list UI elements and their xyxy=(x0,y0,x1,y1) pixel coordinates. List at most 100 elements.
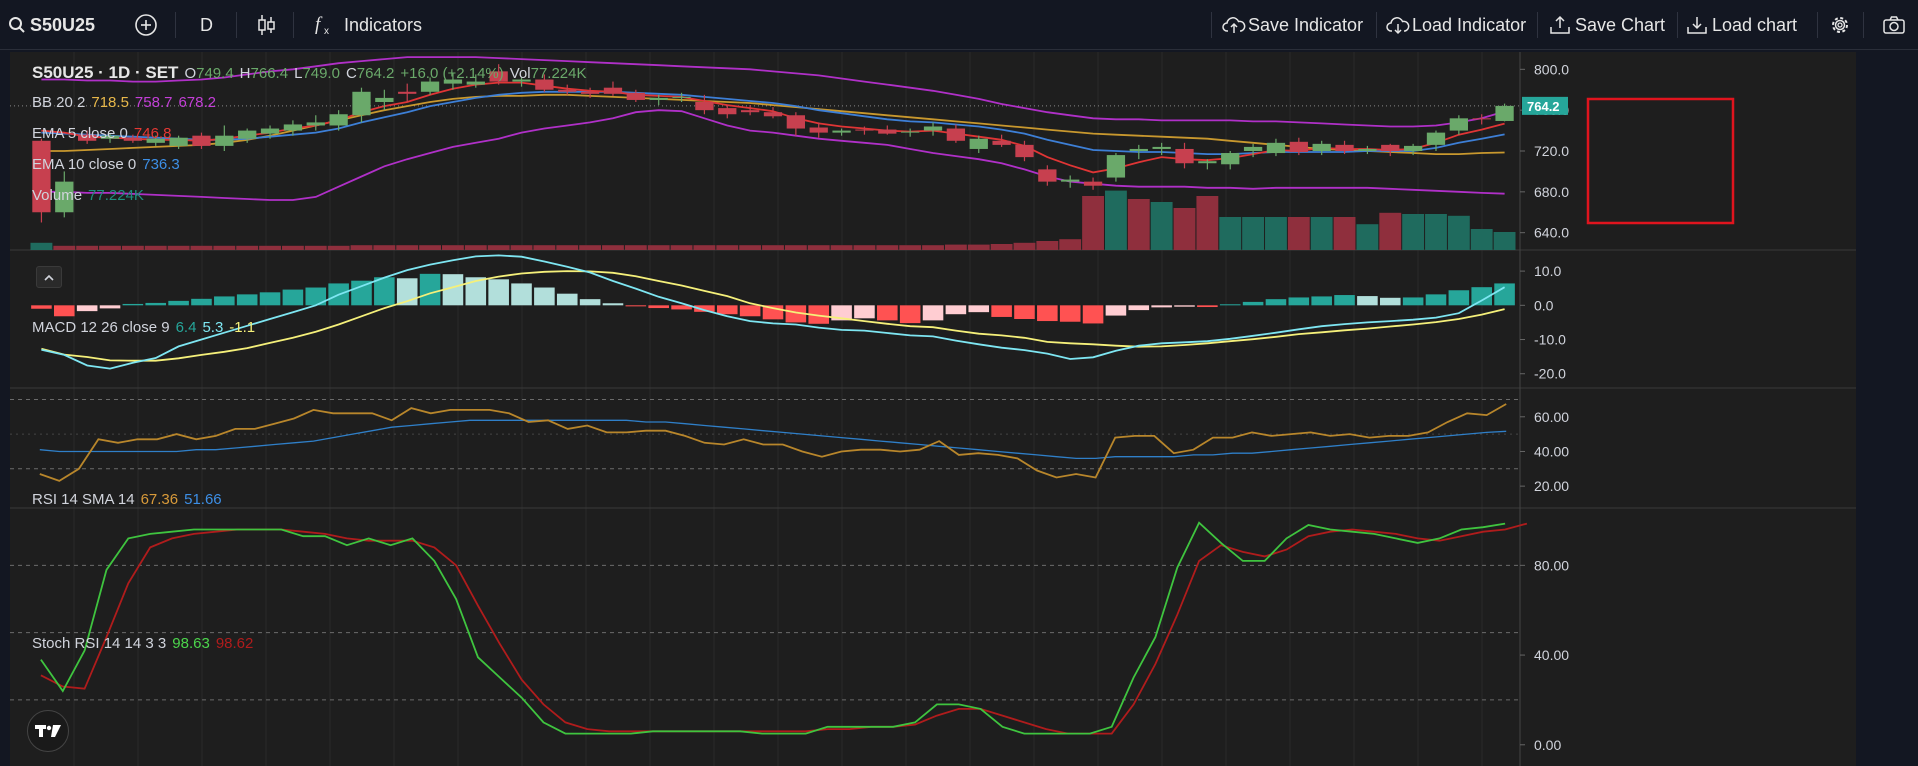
macd-histogram-bar xyxy=(831,305,852,321)
volume-bar xyxy=(967,244,990,250)
bb-basis-value: 718.5 xyxy=(91,94,129,111)
volume-bar xyxy=(1493,232,1516,250)
price-axis-tick-label: 680.0 xyxy=(1534,184,1569,200)
rsi-sma-line xyxy=(39,419,1507,460)
macd-histogram-bar xyxy=(625,305,647,307)
load-chart-icon xyxy=(1687,17,1707,34)
legend-macd[interactable]: MACD 12 26 close 9 6.4 5.3 -1.1 xyxy=(32,319,255,336)
candle-body xyxy=(1335,144,1354,151)
macd-axis-tick-label: -20.0 xyxy=(1534,366,1566,382)
legend-rsi[interactable]: RSI 14 SMA 14 67.36 51.66 xyxy=(32,491,222,508)
stoch-axis-tick-label: 40.00 xyxy=(1534,647,1569,663)
compare-button[interactable] xyxy=(134,0,158,50)
macd-histogram-bar xyxy=(305,287,327,306)
high-label: H xyxy=(239,65,251,82)
volume-bar xyxy=(693,245,716,250)
grid-lines xyxy=(10,52,1856,766)
symbol-label: S50U25 xyxy=(30,14,96,35)
bb-basis-line xyxy=(41,93,1505,155)
legend-ema5[interactable]: EMA 5 close 0 746.8 xyxy=(32,125,171,142)
candle-body xyxy=(763,112,783,117)
candle-body xyxy=(901,131,920,133)
volume-bar xyxy=(1196,196,1219,250)
chart-area[interactable]: 800.0760.0720.0680.0640.0764.210.00.0-10… xyxy=(10,52,1856,766)
macd-histogram-bar xyxy=(922,305,944,321)
candle-body xyxy=(649,97,668,100)
bb-name: BB 20 2 xyxy=(32,94,86,111)
volume-value: 77.224K xyxy=(530,65,587,82)
candle-body xyxy=(855,129,874,131)
close-value: 764.2 xyxy=(356,65,395,82)
candle-body xyxy=(1175,148,1194,164)
macd-histogram-bar xyxy=(556,293,578,306)
candle-body xyxy=(329,114,348,126)
macd-histogram-bar xyxy=(739,305,761,317)
volume-bar xyxy=(1470,229,1493,250)
volume-bar xyxy=(1287,217,1310,250)
bb-lower-line xyxy=(41,109,1505,201)
macd-histogram-bar xyxy=(214,296,235,306)
legend-volume[interactable]: Volume 77.224K xyxy=(32,187,144,204)
add-symbol-icon xyxy=(135,14,157,36)
macd-histogram-bar xyxy=(488,279,509,306)
open-value: 749.4 xyxy=(196,65,234,82)
rsi-name: RSI 14 SMA 14 xyxy=(32,491,135,508)
candle-body xyxy=(238,130,257,139)
volume-bar xyxy=(30,242,53,250)
macd-histogram-bar xyxy=(442,274,464,306)
macd-histogram-bar xyxy=(259,292,281,306)
macd-histogram-bar xyxy=(54,305,75,317)
candle-body xyxy=(1266,142,1286,154)
bb-lower-value: 678.2 xyxy=(178,94,217,111)
candle-body xyxy=(558,89,577,92)
volume-bar xyxy=(1242,217,1265,250)
legend-ema10[interactable]: EMA 10 close 0 736.3 xyxy=(32,156,180,173)
candle-body xyxy=(718,108,737,115)
candle-body xyxy=(695,101,714,111)
candle-body xyxy=(398,91,417,94)
high-value: 766.4 xyxy=(250,65,289,82)
legend-symbol-title: S50U25 · 1D · SET xyxy=(32,63,179,82)
screenshot-button[interactable] xyxy=(1882,0,1906,50)
collapse-legend-button[interactable] xyxy=(36,266,62,288)
chart-style-button[interactable] xyxy=(256,0,276,50)
candle-body xyxy=(832,130,851,133)
volume-bar xyxy=(579,245,602,250)
toolbar-divider xyxy=(175,12,176,38)
candle-body xyxy=(1061,179,1080,182)
legend-bb[interactable]: BB 20 2 718.5 758.7 678.2 xyxy=(32,94,216,111)
volume-bar xyxy=(647,245,670,250)
rsi-axis-tick-label: 20.00 xyxy=(1534,478,1569,494)
toolbar-divider xyxy=(1211,12,1212,38)
macd-histogram-bar xyxy=(579,299,601,306)
macd-histogram-bar xyxy=(1037,305,1058,322)
load-chart-button[interactable]: Load chart xyxy=(1686,0,1797,50)
interval-button[interactable]: D xyxy=(200,0,213,50)
symbol-search[interactable]: S50U25 xyxy=(8,0,95,50)
candle-body xyxy=(1106,155,1126,178)
candle-body xyxy=(672,96,691,98)
chart-canvas[interactable]: 800.0760.0720.0680.0640.0764.210.00.0-10… xyxy=(10,52,1856,766)
price-axis-tick-label: 800.0 xyxy=(1534,61,1569,77)
rsi-sma-value: 51.66 xyxy=(184,491,222,508)
candle-body xyxy=(260,128,280,134)
stoch-d-value: 98.62 xyxy=(215,635,254,652)
settings-button[interactable] xyxy=(1829,0,1851,50)
price-axis-tick-label: 640.0 xyxy=(1534,225,1569,241)
volume-bar xyxy=(1402,214,1425,250)
volume-bar xyxy=(990,244,1013,250)
candle-body xyxy=(1198,161,1217,164)
save-indicator-button[interactable]: Save Indicator xyxy=(1222,0,1363,50)
legend-stoch-rsi[interactable]: Stoch RSI 14 14 3 3 98.63 98.62 xyxy=(32,635,253,652)
rsi-axis-tick-label: 40.00 xyxy=(1534,443,1569,459)
stoch-k-line xyxy=(40,521,1506,735)
volume-bar xyxy=(99,245,121,250)
load-indicator-button[interactable]: Load Indicator xyxy=(1386,0,1526,50)
candle-body xyxy=(55,181,74,213)
save-chart-button[interactable]: Save Chart xyxy=(1549,0,1665,50)
volume-bar xyxy=(167,245,190,250)
macd-histogram-bar xyxy=(1402,297,1424,306)
tradingview-logo[interactable] xyxy=(27,710,69,752)
candle-body xyxy=(283,124,303,131)
